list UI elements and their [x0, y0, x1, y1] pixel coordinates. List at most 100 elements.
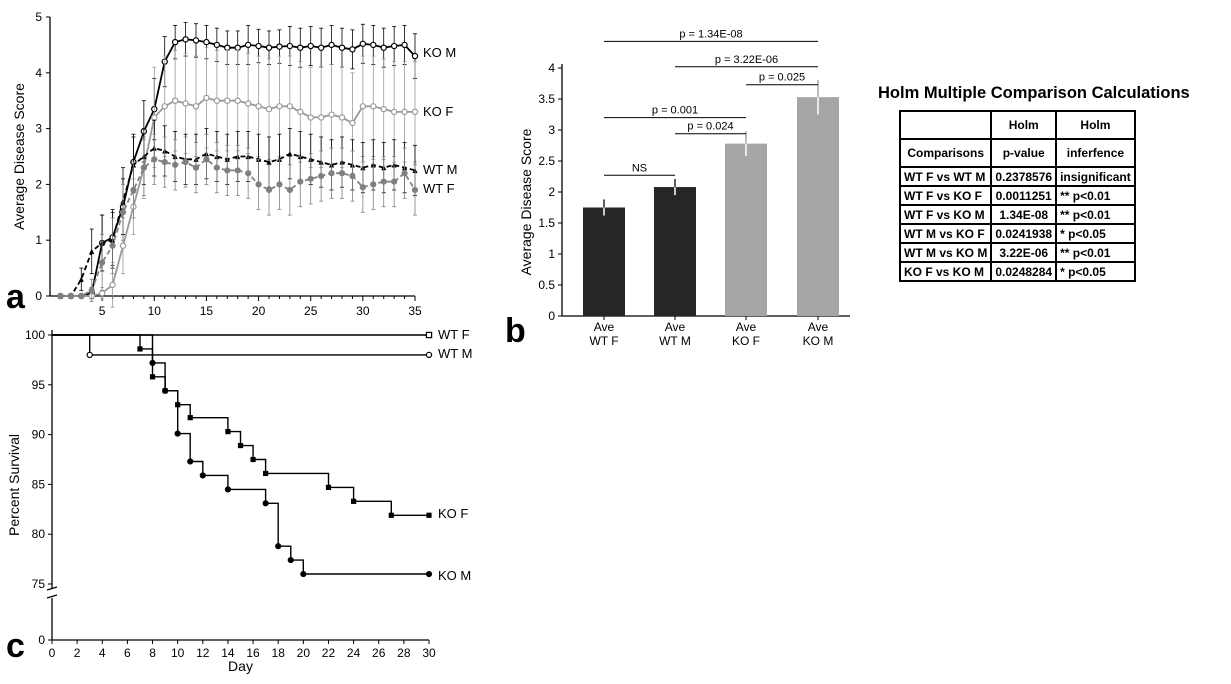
panel-b-y-tick-label: 0.5 — [538, 278, 555, 292]
data-point — [411, 108, 419, 116]
panel-a-x-tick-label: 20 — [252, 304, 266, 318]
panel-a-x-tick-label: 15 — [200, 304, 214, 318]
data-point — [286, 42, 294, 50]
data-point — [192, 103, 200, 110]
data-point — [234, 167, 241, 174]
data-point — [317, 114, 325, 121]
data-point — [338, 114, 346, 121]
panel-c-y-tick-label: 80 — [32, 527, 46, 541]
data-point — [266, 159, 272, 165]
data-point — [359, 103, 367, 110]
inference-cell: ** p<0.01 — [1055, 242, 1136, 263]
holm-header-cell: Holm — [1055, 110, 1136, 140]
panel-b-label: b — [505, 312, 526, 350]
survival-point — [287, 556, 294, 564]
data-point — [318, 172, 325, 180]
comparison-label: p = 0.024 — [687, 121, 733, 133]
survival-point — [187, 415, 193, 421]
survival-point — [137, 346, 143, 352]
data-point — [370, 103, 377, 110]
inference-cell: insignificant — [1055, 166, 1136, 187]
comparison-cell: WT M vs KO F — [898, 223, 993, 244]
data-point — [151, 114, 158, 121]
panel-c-x-axis-label: Day — [228, 658, 253, 674]
p-value-cell: 0.0011251 — [990, 185, 1058, 206]
data-point — [276, 43, 283, 50]
p-value-cell: 1.34E-08 — [990, 204, 1058, 225]
category-label: Ave — [736, 320, 757, 334]
p-value-cell: 0.0241938 — [990, 223, 1058, 244]
survival-curve-ko-m — [52, 334, 429, 575]
data-point — [171, 38, 179, 46]
data-point — [265, 186, 273, 194]
panel-c-y-tick-label: 95 — [32, 378, 46, 392]
data-point — [328, 41, 335, 49]
p-value-cell: 0.0248284 — [990, 261, 1058, 282]
series-label-ko-m: KO M — [423, 45, 456, 60]
data-point — [297, 178, 304, 185]
data-point — [370, 41, 377, 49]
survival-point — [86, 351, 93, 359]
panel-c-x-tick-label: 2 — [74, 646, 81, 660]
survival-point — [199, 472, 206, 479]
data-point — [161, 103, 168, 110]
panel-a-x-tick-label: 35 — [408, 304, 422, 318]
data-point — [78, 292, 85, 300]
data-point — [255, 103, 262, 110]
series-label-ko-f: KO F — [423, 104, 453, 119]
panel-c-y-tick-label: 100 — [25, 328, 45, 342]
bar — [725, 143, 767, 316]
data-point — [234, 97, 241, 104]
holm-table-title: Holm Multiple Comparison Calculations — [878, 84, 1190, 102]
data-point — [317, 44, 325, 51]
data-point — [171, 97, 179, 104]
holm-table: Holm Holm Comparisons p-value inferfence… — [898, 110, 1136, 282]
data-point — [192, 37, 200, 44]
series-label-wt-f: WT F — [423, 181, 455, 196]
axis-break-mark — [46, 594, 58, 599]
panel-c-x-tick-label: 18 — [272, 646, 286, 660]
axis-break-mark — [46, 586, 58, 591]
survival-point — [325, 484, 332, 490]
bar — [797, 97, 839, 316]
data-point — [265, 105, 273, 113]
survival-point — [187, 458, 194, 465]
survival-point — [250, 456, 256, 463]
data-point — [109, 242, 116, 249]
panel-b-y-tick-label: 3.5 — [538, 92, 555, 106]
survival-point — [426, 512, 432, 518]
data-point — [182, 158, 189, 166]
data-point — [67, 292, 74, 300]
holm-header-cell: Holm — [990, 110, 1058, 140]
data-point — [370, 181, 377, 188]
data-point — [172, 161, 179, 168]
panel-b-y-tick-label: 0 — [548, 309, 555, 323]
data-point — [151, 156, 158, 163]
comparison-label: p = 0.025 — [759, 72, 805, 84]
holm-header-cell: Comparisons — [898, 138, 993, 168]
series-label-ko-m: KO M — [438, 568, 471, 583]
panel-c-x-tick-label: 22 — [322, 646, 336, 660]
panel-c-x-tick-label: 0 — [49, 646, 56, 660]
data-point — [161, 158, 168, 166]
data-point — [99, 259, 106, 266]
survival-point — [149, 374, 156, 380]
category-label: KO M — [803, 334, 834, 348]
data-point — [224, 44, 231, 51]
panel-a-x-tick-label: 10 — [148, 304, 162, 318]
holm-header-cell: inferfence — [1055, 138, 1136, 168]
series-label-wt-f: WT F — [438, 327, 470, 342]
data-point — [98, 290, 106, 297]
category-label: Ave — [594, 320, 615, 334]
panel-c-x-tick-label: 24 — [347, 646, 361, 660]
survival-point — [425, 351, 433, 359]
data-point — [380, 105, 387, 113]
data-point — [119, 209, 127, 216]
panel-b-y-axis-label: Average Disease Score — [518, 128, 534, 275]
panel-a-x-tick-label: 25 — [304, 304, 318, 318]
survival-curve-wt-m — [52, 334, 429, 356]
data-point — [349, 119, 356, 127]
table-row: WT F vs KO F 0.0011251 ** p<0.01 — [898, 185, 1136, 206]
data-point — [119, 242, 127, 249]
panel-c-x-tick-label: 30 — [422, 646, 436, 660]
